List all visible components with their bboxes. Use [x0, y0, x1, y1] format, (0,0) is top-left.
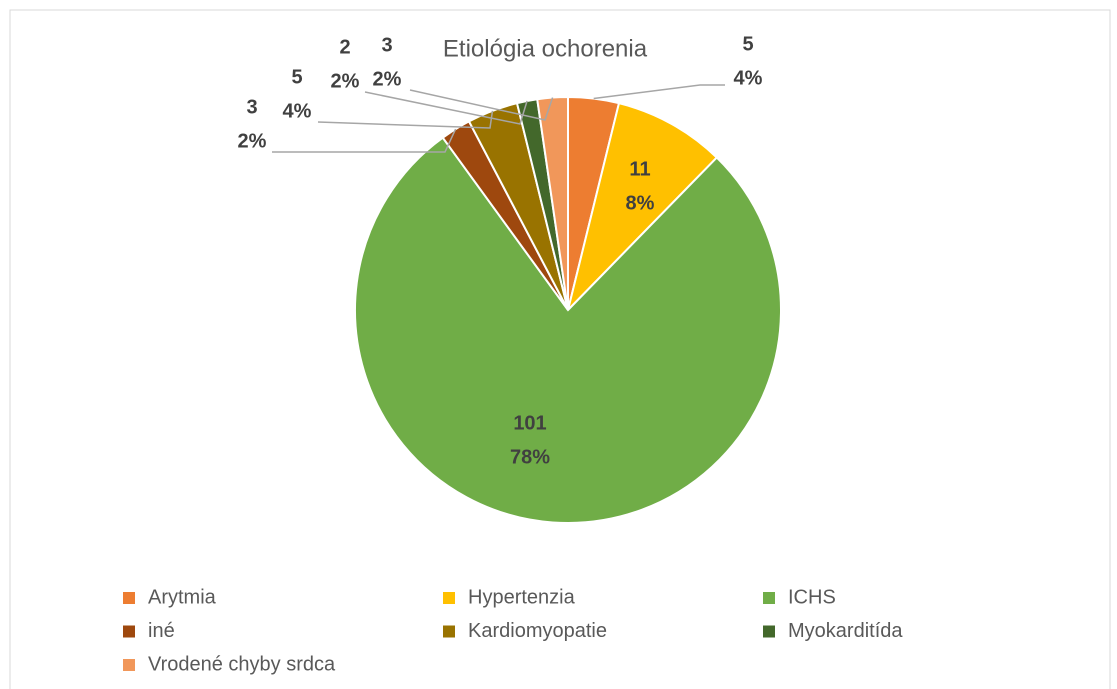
- data-label-percent: 2%: [238, 130, 267, 152]
- legend-label: Arytmia: [148, 586, 217, 608]
- legend-label: iné: [148, 620, 175, 642]
- data-label: 5: [742, 33, 753, 55]
- legend-label: ICHS: [788, 586, 836, 608]
- data-label: 2: [339, 36, 350, 58]
- data-label-percent: 4%: [734, 67, 763, 89]
- legend-swatch: [763, 625, 775, 638]
- data-label: 3: [246, 96, 257, 118]
- legend-label: Vrodené chyby srdca: [148, 653, 336, 675]
- legend-label: Kardiomyopatie: [468, 620, 607, 642]
- legend-swatch: [763, 592, 775, 604]
- leader-line: [317, 110, 494, 129]
- pie-slice: [354, 136, 782, 524]
- data-label-percent: 2%: [331, 70, 360, 92]
- legend-label: Hypertenzia: [468, 586, 576, 608]
- data-label-percent: 8%: [626, 192, 655, 214]
- legend-swatch: [123, 659, 135, 671]
- legend-swatch: [443, 625, 455, 638]
- chart-title: Etiológia ochorenia: [443, 35, 648, 62]
- legend-swatch: [123, 592, 135, 604]
- data-label-percent: 78%: [510, 446, 550, 468]
- leader-line: [593, 84, 725, 100]
- data-label: 5: [291, 66, 302, 88]
- data-label-percent: 4%: [283, 100, 312, 122]
- data-label: 11: [629, 158, 650, 180]
- leader-line: [272, 128, 457, 153]
- legend-swatch: [123, 625, 135, 638]
- data-label: 3: [381, 34, 392, 56]
- pie-slice: [566, 101, 719, 314]
- pie-slice: [536, 95, 569, 311]
- legend-label: Myokarditída: [788, 620, 903, 642]
- data-label-percent: 2%: [373, 68, 402, 90]
- data-label: 101: [513, 412, 546, 434]
- leader-line: [409, 89, 554, 121]
- legend-swatch: [443, 592, 455, 604]
- leader-line: [364, 91, 528, 125]
